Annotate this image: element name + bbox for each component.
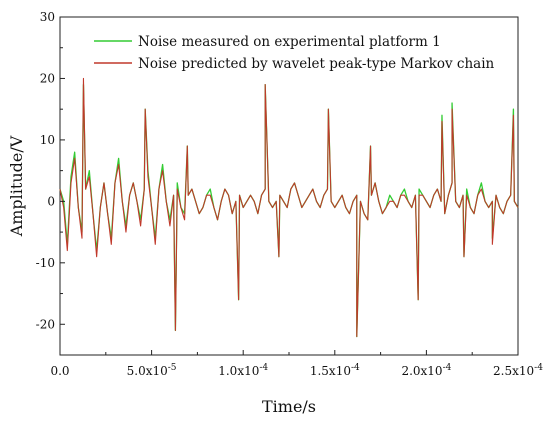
series-layer (59, 77, 519, 338)
series-line-measured (59, 83, 519, 338)
x-tick-mantissa: 1.0x10 (218, 364, 259, 378)
x-axis-label: Time/s (262, 397, 316, 416)
x-tick-label: 5.0x10-5 (127, 363, 177, 378)
x-tick-exponent: -4 (443, 363, 452, 373)
x-tick-exponent: -4 (351, 363, 360, 373)
y-tick-label: 10 (40, 133, 55, 147)
x-tick-mantissa: 5.0x10 (127, 364, 168, 378)
x-tick-exponent: -4 (534, 363, 543, 373)
x-axis-ticks: 0.0 5.0x10-5 1.0x10-4 1.5x10-4 2.0x10-4 2.5x1… (50, 350, 543, 378)
x-tick-mantissa: 0.0 (50, 364, 69, 378)
x-tick-label: 2.5x10-4 (493, 363, 543, 378)
y-axis-label: Amplitude/V (7, 135, 26, 237)
y-tick-label: -20 (36, 317, 55, 331)
x-tick-label: 1.0x10-4 (218, 363, 268, 378)
x-tick-mantissa: 1.5x10 (310, 364, 351, 378)
legend-label-predicted: Noise predicted by wavelet peak-type Mar… (138, 56, 495, 72)
legend: Noise measured on experimental platform … (94, 34, 495, 72)
series-line-predicted (59, 77, 519, 338)
y-tick-label: 30 (40, 10, 55, 24)
x-tick-exponent: -5 (168, 363, 177, 373)
legend-label-measured: Noise measured on experimental platform … (138, 34, 441, 50)
y-tick-label: 20 (40, 71, 55, 85)
x-tick-mantissa: 2.5x10 (493, 364, 534, 378)
y-tick-label: -10 (36, 256, 55, 270)
x-tick-exponent: -4 (259, 363, 268, 373)
y-tick-label: 0 (47, 194, 55, 208)
x-tick-mantissa: 2.0x10 (401, 364, 442, 378)
x-tick-label: 2.0x10-4 (401, 363, 451, 378)
x-tick-label: 1.5x10-4 (310, 363, 360, 378)
x-tick-label: 0.0 (50, 364, 69, 378)
y-axis-ticks: 30 20 10 0 -10 -20 (36, 10, 65, 356)
